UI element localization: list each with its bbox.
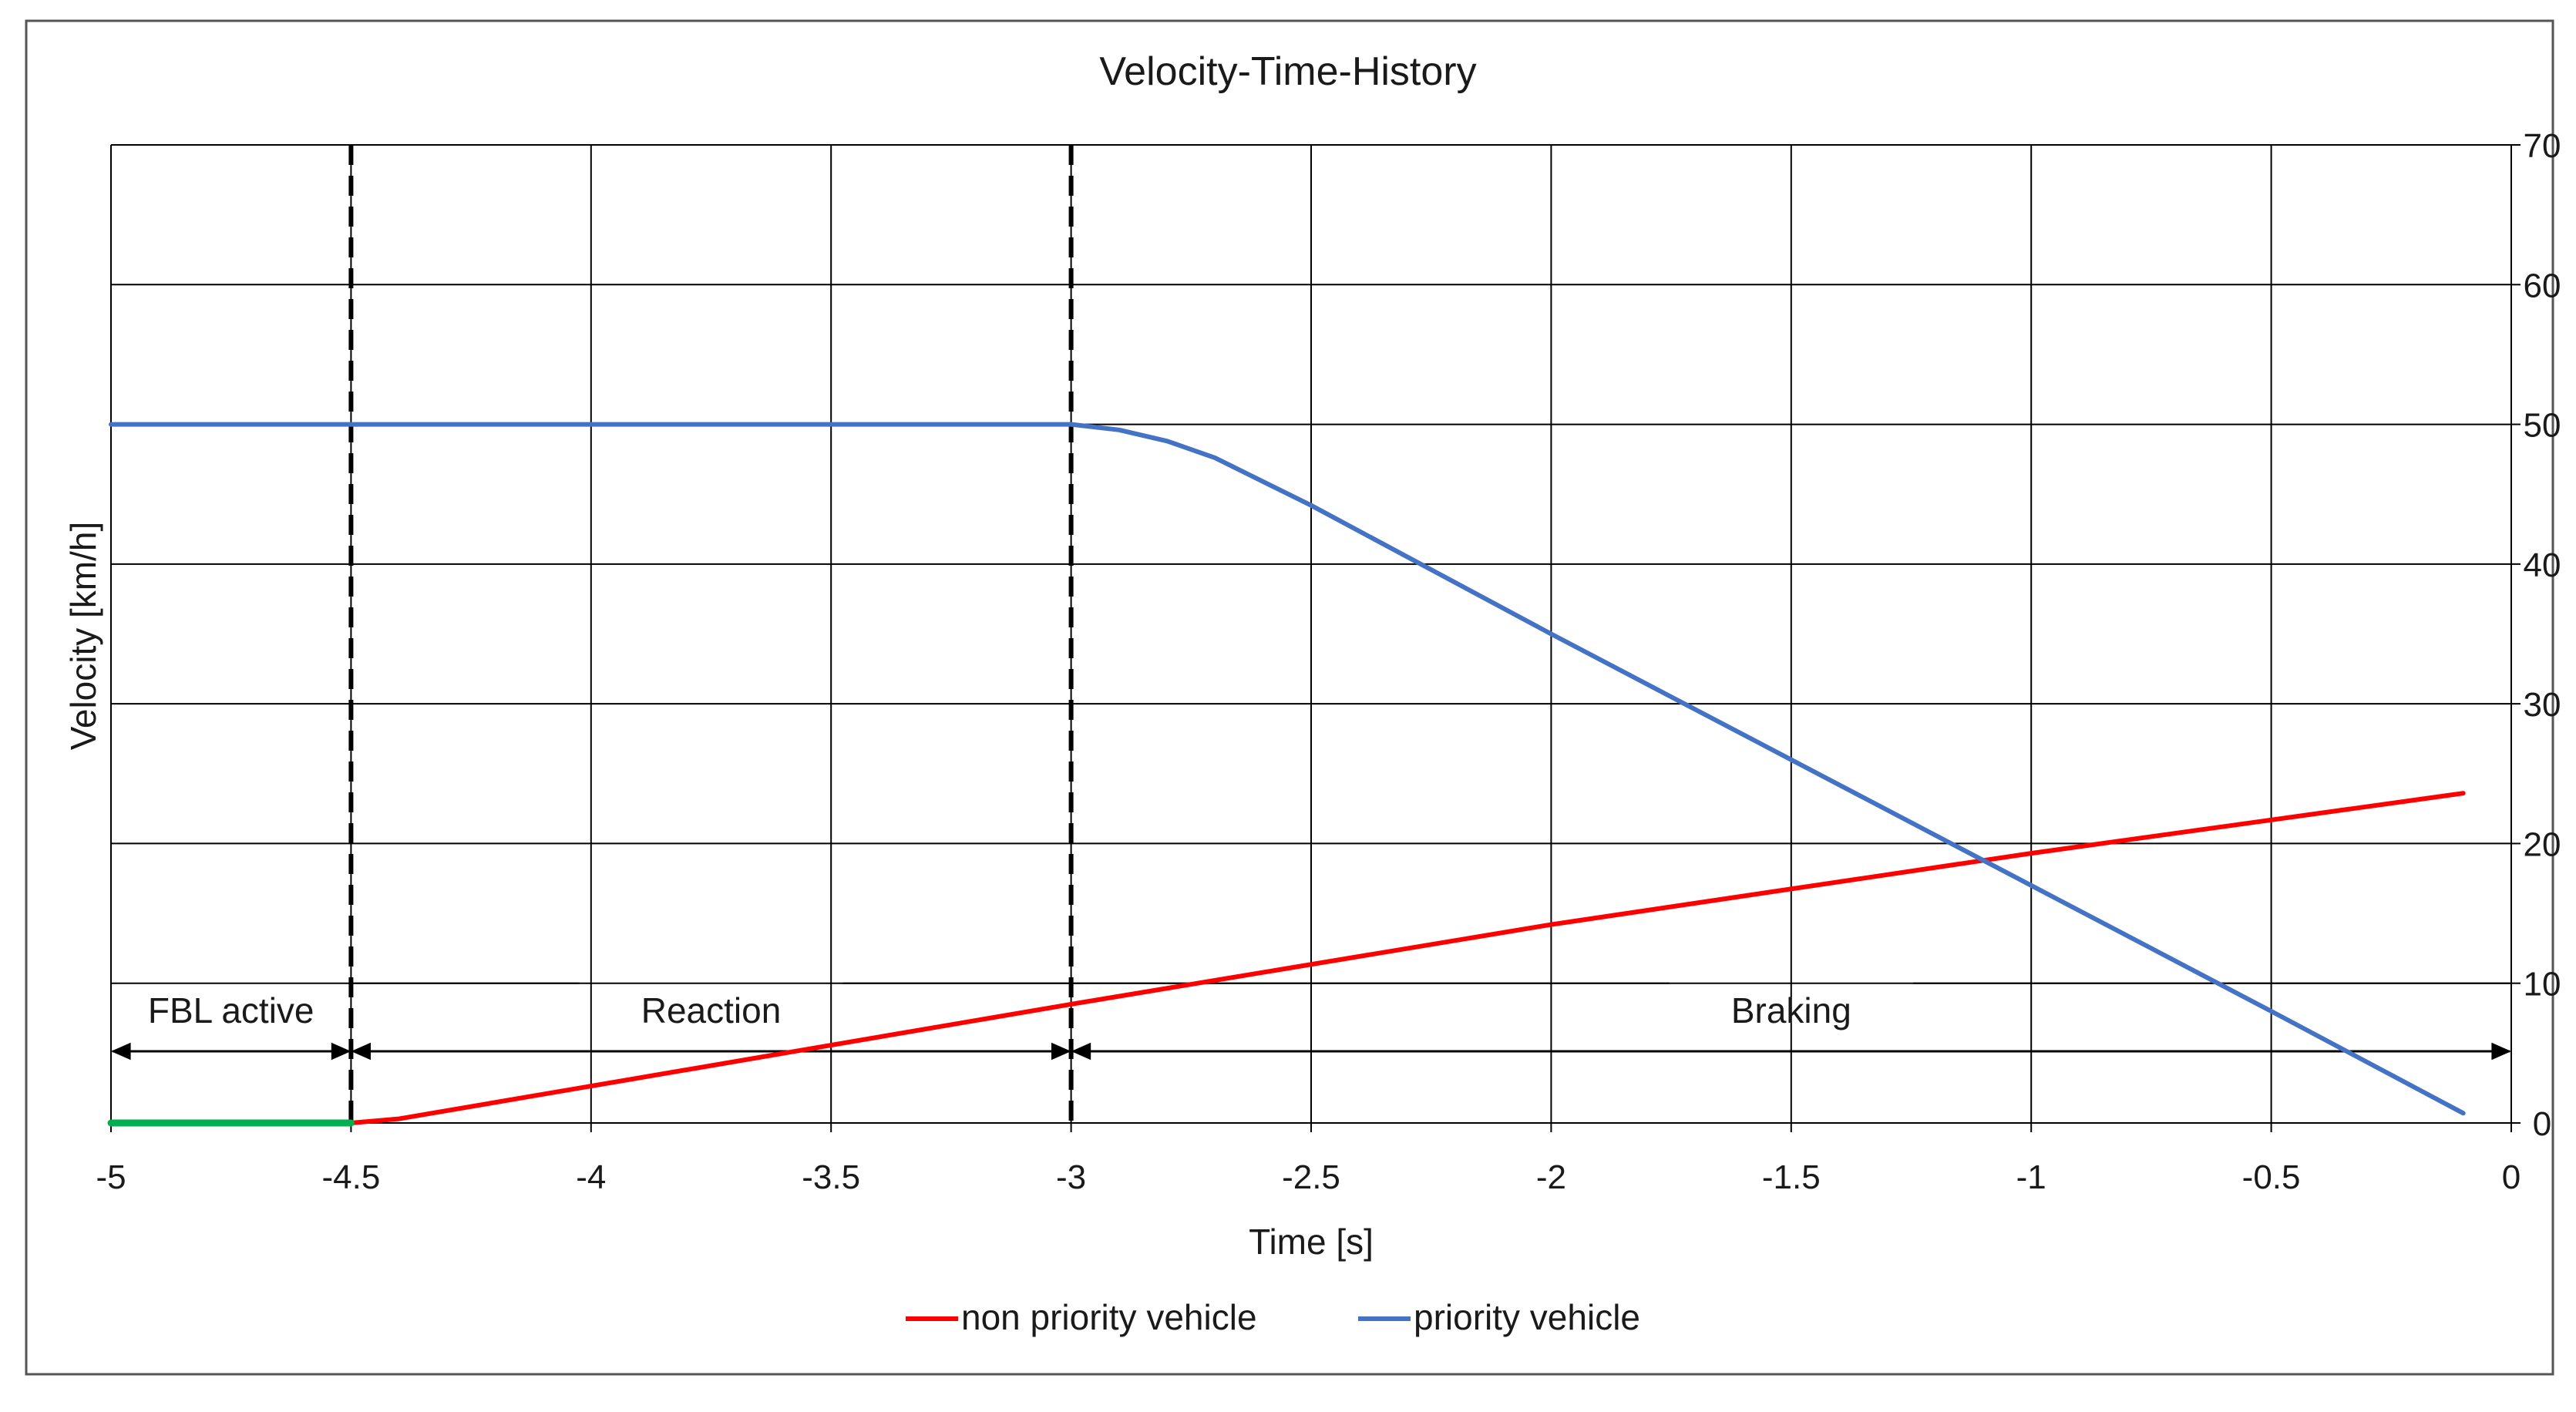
x-tick-label: -0.5: [2242, 1158, 2301, 1196]
legend-label: non priority vehicle: [961, 1297, 1257, 1337]
y-tick-label: 20: [2524, 825, 2561, 863]
phase-fbl-active: FBL active: [111, 990, 351, 1061]
phase-annotations: FBL active Reaction Braking: [111, 145, 2511, 1123]
x-tick-label: -2.5: [1282, 1158, 1340, 1196]
x-tick-label: -4: [576, 1158, 606, 1196]
x-tick-label: -1: [2016, 1158, 2046, 1196]
phase-label: Braking: [1731, 990, 1851, 1030]
y-tick-label: 60: [2524, 267, 2561, 304]
x-tick-label: -4.5: [321, 1158, 380, 1196]
legend-label: priority vehicle: [1414, 1297, 1640, 1337]
phase-arrowhead-end: [1051, 1042, 1071, 1061]
phase-label: Reaction: [641, 990, 782, 1030]
x-tick-label: 0: [2502, 1158, 2521, 1196]
phase-braking: Braking: [1071, 982, 2511, 1061]
phase-arrowhead-start: [351, 1042, 371, 1061]
chart-title: Velocity-Time-History: [1099, 49, 1476, 94]
x-tick-label: -3: [1056, 1158, 1086, 1196]
tick-labels: -5 -4.5 -4 -3.5 -3 -2.5 -2 -1.5 -1 -0.5 00 10 20 30 40…: [96, 127, 2561, 1196]
y-tick-label: 0: [2533, 1105, 2551, 1143]
x-axis-label: Time [s]: [1249, 1222, 1374, 1262]
phase-arrowhead-end: [331, 1042, 351, 1061]
phase-label: FBL active: [148, 990, 314, 1030]
x-tick-label: -3.5: [802, 1158, 860, 1196]
series-lines: [107, 422, 2466, 1127]
legend-item-priority-vehicle: priority vehicle: [1358, 1297, 1640, 1337]
y-tick-label: 70: [2524, 127, 2561, 165]
chart-frame: [25, 19, 2554, 1376]
series-line-priority-vehicle: [109, 422, 2466, 1116]
y-tick-label: 30: [2524, 686, 2561, 724]
legend-item-non-priority-vehicle: non priority vehicle: [906, 1297, 1257, 1337]
series-line-non-priority-vehicle: [348, 791, 2466, 1125]
x-tick-label: -2: [1536, 1158, 1566, 1196]
y-tick-label: 40: [2524, 546, 2561, 584]
phase-arrowhead-end: [2491, 1042, 2511, 1061]
legend: non priority vehicle priority vehicle: [906, 1297, 1640, 1337]
y-axis-label: Velocity [km/h]: [63, 522, 103, 751]
phase-reaction: Reaction: [351, 982, 1071, 1061]
y-tick-label: 10: [2524, 966, 2561, 1004]
x-tick-label: -1.5: [1762, 1158, 1821, 1196]
phase-arrowhead-start: [111, 1042, 131, 1061]
phase-arrowhead-start: [1071, 1042, 1091, 1061]
x-tick-label: -5: [96, 1158, 126, 1196]
y-tick-label: 50: [2524, 407, 2561, 445]
